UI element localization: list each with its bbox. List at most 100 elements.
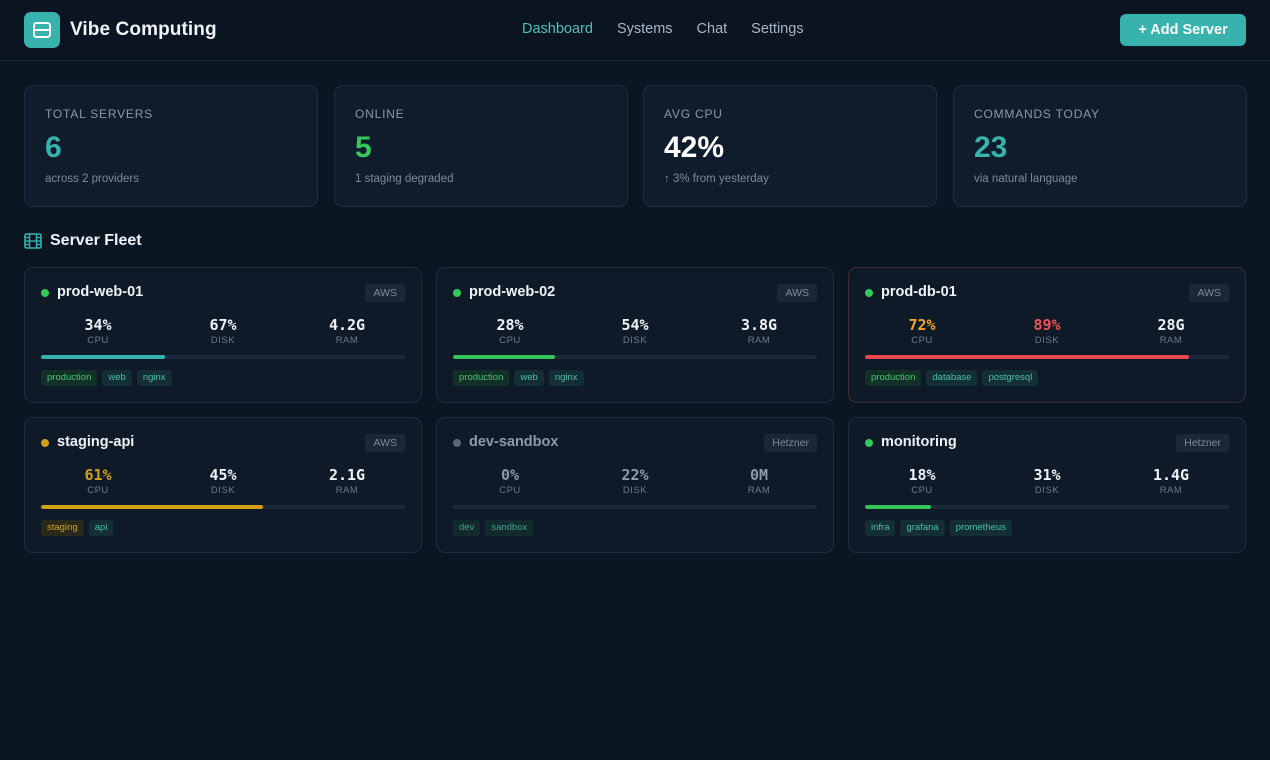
server-card[interactable]: dev-sandbox Hetzner 0% CPU 22% DISK 0M RAM dev sa… <box>436 417 834 553</box>
cpu-value: 18% <box>908 466 936 484</box>
ram-label: RAM <box>1159 485 1183 496</box>
usage-bar <box>453 355 817 359</box>
cpu-value: 61% <box>84 466 112 484</box>
disk-label: DISK <box>622 485 648 496</box>
metric-ram: 28G RAM <box>1116 316 1226 346</box>
nav-chat[interactable]: Chat <box>696 21 728 37</box>
nav-dashboard[interactable]: Dashboard <box>522 21 593 37</box>
provider-badge: AWS <box>365 284 405 302</box>
ram-value: 0M <box>749 466 769 484</box>
tag-chip[interactable]: sandbox <box>485 520 534 536</box>
status-dot <box>453 439 461 447</box>
disk-value: 67% <box>209 316 237 334</box>
tag-list: production database postgresql <box>865 370 1039 386</box>
server-card[interactable]: prod-db-01 AWS 72% CPU 89% DISK 28G RAM producti… <box>848 267 1246 403</box>
tag-chip[interactable]: staging <box>41 520 84 536</box>
metric-disk: 89% DISK <box>992 316 1102 346</box>
tag-chip[interactable]: prometheus <box>949 520 1012 536</box>
tag-chip[interactable]: dev <box>453 520 481 536</box>
cpu-label: CPU <box>87 335 109 346</box>
status-dot <box>41 439 49 447</box>
disk-label: DISK <box>210 485 236 496</box>
metric-disk: 31% DISK <box>992 466 1102 496</box>
metric-ram: 1.4G RAM <box>1116 466 1226 496</box>
stat-subtext: 1 staging degraded <box>355 173 454 185</box>
server-name: prod-web-01 <box>57 284 144 300</box>
nav-systems[interactable]: Systems <box>616 21 673 37</box>
ram-value: 28G <box>1157 316 1185 334</box>
metric-ram: 3.8G RAM <box>704 316 814 346</box>
tag-chip[interactable]: database <box>926 370 978 386</box>
status-dot <box>453 289 461 297</box>
app-title: Vibe Computing <box>70 19 217 40</box>
tag-chip[interactable]: production <box>41 370 98 386</box>
usage-bar <box>41 355 405 359</box>
disk-value: 54% <box>621 316 649 334</box>
provider-badge: AWS <box>777 284 817 302</box>
server-card[interactable]: monitoring Hetzner 18% CPU 31% DISK 1.4G RAM inf… <box>848 417 1246 553</box>
tag-chip[interactable]: production <box>453 370 510 386</box>
stat-online: ONLINE 5 1 staging degraded <box>334 85 628 207</box>
tag-chip[interactable]: web <box>514 370 544 386</box>
tag-list: dev sandbox <box>453 520 534 536</box>
add-server-button[interactable]: + Add Server <box>1120 14 1246 46</box>
server-name: prod-db-01 <box>881 284 957 300</box>
provider-badge: Hetzner <box>1176 434 1229 452</box>
stat-commands-today: COMMANDS TODAY 23 via natural language <box>953 85 1247 207</box>
stat-avg-cpu: AVG CPU 42% ↑ 3% from yesterday <box>643 85 937 207</box>
stat-value: 5 <box>355 131 372 164</box>
disk-label: DISK <box>622 335 648 346</box>
cpu-value: 34% <box>84 316 112 334</box>
top-bar: Vibe Computing Dashboard Systems Chat Se… <box>0 0 1270 61</box>
stat-label: ONLINE <box>355 107 405 121</box>
ram-value: 1.4G <box>1152 466 1190 484</box>
tag-chip[interactable]: nginx <box>136 370 172 386</box>
tag-chip[interactable]: infra <box>865 520 896 536</box>
disk-value: 22% <box>621 466 649 484</box>
tag-chip[interactable]: api <box>88 520 114 536</box>
tag-list: production web nginx <box>41 370 172 386</box>
metric-disk: 45% DISK <box>168 466 278 496</box>
usage-bar <box>453 505 817 509</box>
server-card[interactable]: staging-api AWS 61% CPU 45% DISK 2.1G RAM stagin… <box>24 417 422 553</box>
server-name: dev-sandbox <box>469 434 559 450</box>
logo-icon[interactable] <box>24 12 60 48</box>
stat-subtext: via natural language <box>974 173 1078 185</box>
server-card[interactable]: prod-web-02 AWS 28% CPU 54% DISK 3.8G RAM produc… <box>436 267 834 403</box>
disk-value: 89% <box>1033 316 1061 334</box>
status-dot <box>41 289 49 297</box>
metric-ram: 0M RAM <box>704 466 814 496</box>
ram-label: RAM <box>1159 335 1183 346</box>
ram-value: 2.1G <box>328 466 366 484</box>
ram-label: RAM <box>747 485 771 496</box>
nav-settings[interactable]: Settings <box>751 21 804 37</box>
metric-cpu: 72% CPU <box>867 316 977 346</box>
provider-badge: AWS <box>365 434 405 452</box>
ram-value: 4.2G <box>328 316 366 334</box>
tag-chip[interactable]: web <box>102 370 132 386</box>
section-title: Server Fleet <box>50 232 142 249</box>
usage-bar-fill <box>865 505 931 509</box>
tag-chip[interactable]: postgresql <box>982 370 1039 386</box>
metric-disk: 22% DISK <box>580 466 690 496</box>
status-dot <box>865 289 873 297</box>
stat-label: AVG CPU <box>664 107 723 121</box>
cpu-label: CPU <box>911 485 933 496</box>
cpu-value: 72% <box>908 316 936 334</box>
tag-chip[interactable]: grafana <box>900 520 945 536</box>
cpu-label: CPU <box>911 335 933 346</box>
tag-list: staging api <box>41 520 114 536</box>
stat-label: TOTAL SERVERS <box>45 107 153 121</box>
cpu-label: CPU <box>499 485 521 496</box>
stat-subtext: across 2 providers <box>45 173 139 185</box>
ram-label: RAM <box>747 335 771 346</box>
disk-value: 31% <box>1033 466 1061 484</box>
server-name: monitoring <box>881 434 957 450</box>
usage-bar-fill <box>865 355 1189 359</box>
server-card[interactable]: prod-web-01 AWS 34% CPU 67% DISK 4.2G RAM produc… <box>24 267 422 403</box>
tag-chip[interactable]: nginx <box>548 370 584 386</box>
server-name: prod-web-02 <box>469 284 556 300</box>
stat-value: 6 <box>45 131 62 164</box>
tag-chip[interactable]: production <box>865 370 922 386</box>
provider-badge: Hetzner <box>764 434 817 452</box>
